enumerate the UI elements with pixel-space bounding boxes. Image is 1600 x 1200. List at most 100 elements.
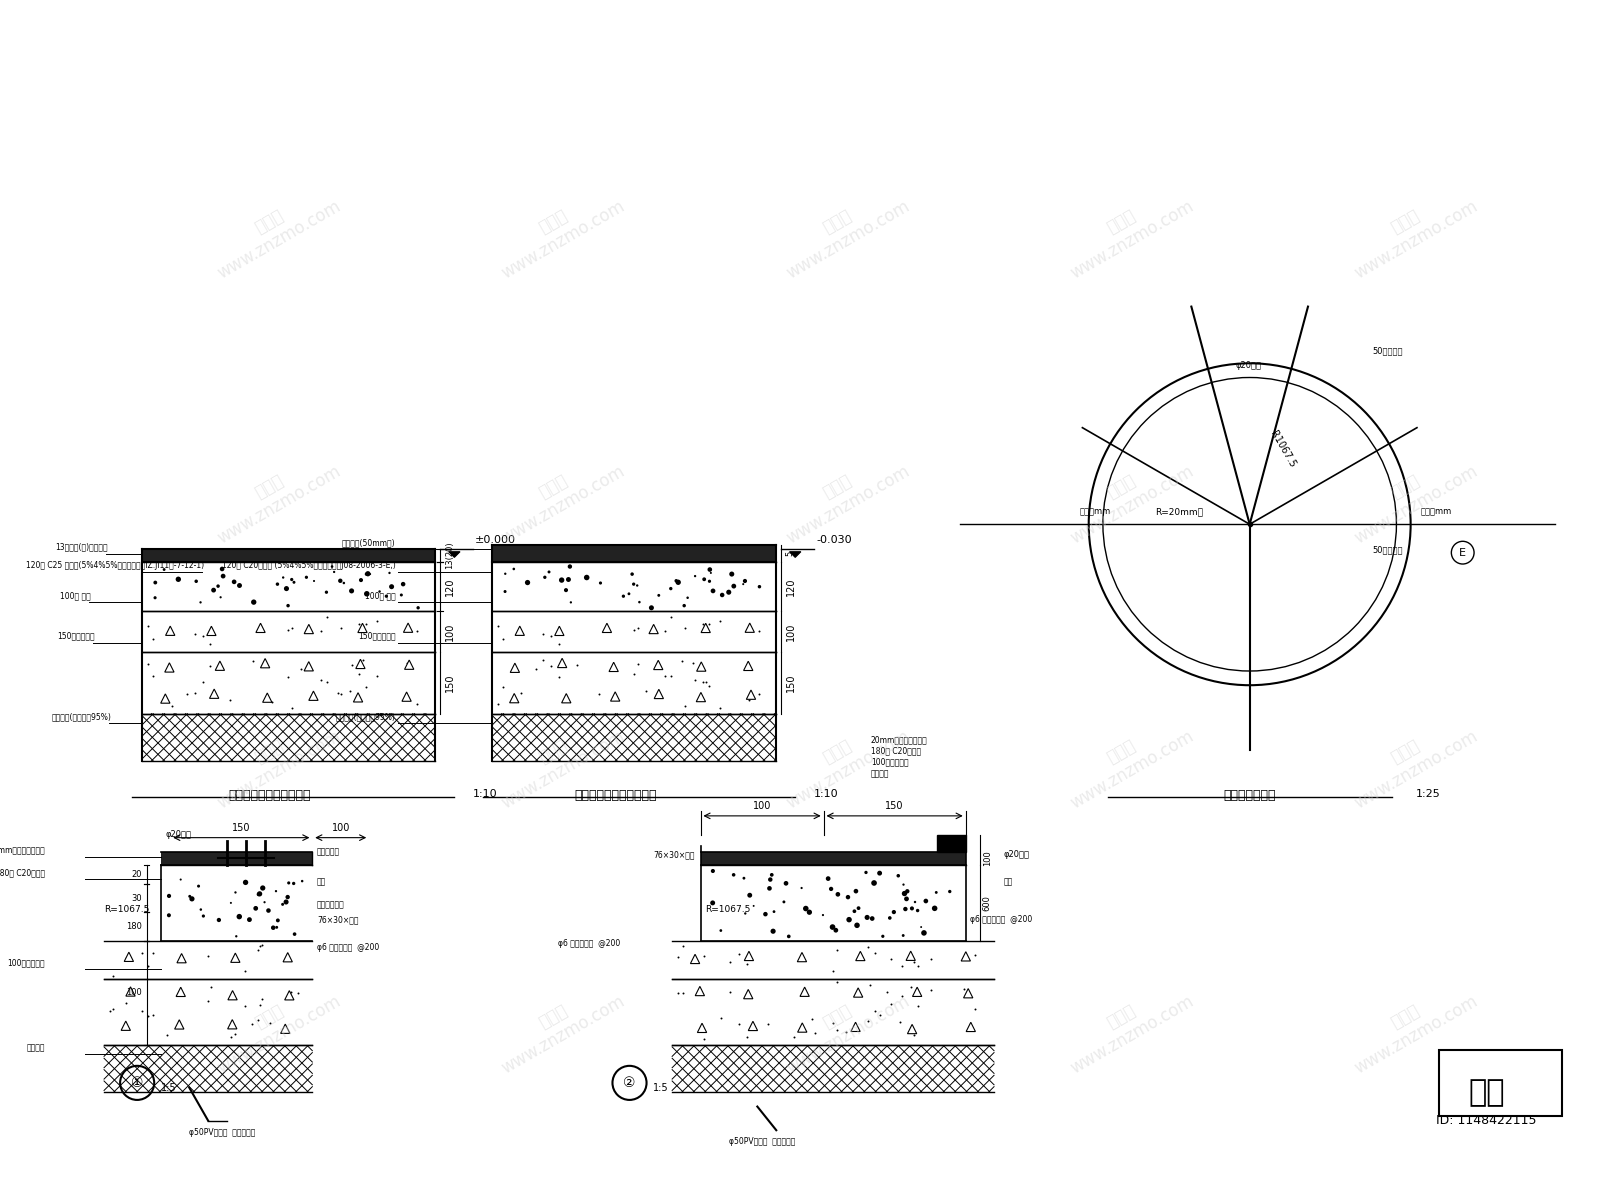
Circle shape [285, 895, 290, 899]
Point [141, 1006, 166, 1025]
Text: 素土夯实: 素土夯实 [870, 769, 890, 778]
Point [246, 995, 272, 1014]
Polygon shape [256, 623, 266, 632]
Point [621, 665, 646, 684]
Circle shape [864, 914, 870, 920]
Point [280, 618, 306, 637]
Text: 知末网
www.znzmo.com: 知末网 www.znzmo.com [205, 444, 344, 547]
Text: 76×30×钢槽: 76×30×钢槽 [653, 851, 694, 859]
Circle shape [349, 588, 354, 594]
Polygon shape [230, 953, 240, 962]
Point [734, 954, 760, 973]
Point [875, 983, 901, 1002]
Point [240, 652, 266, 671]
Point [218, 1027, 243, 1046]
Text: 知末网
www.znzmo.com: 知末网 www.znzmo.com [1341, 444, 1480, 547]
Circle shape [742, 877, 746, 880]
Point [918, 980, 944, 1000]
Polygon shape [746, 690, 755, 700]
Circle shape [283, 586, 290, 592]
Point [278, 983, 304, 1002]
Text: 知末网
www.znzmo.com: 知末网 www.znzmo.com [205, 709, 344, 812]
Point [114, 949, 139, 968]
Circle shape [923, 899, 928, 904]
Text: R1067.5: R1067.5 [1269, 430, 1298, 469]
Circle shape [275, 890, 277, 893]
Point [898, 949, 923, 968]
Circle shape [504, 590, 507, 593]
Circle shape [782, 900, 786, 904]
Circle shape [826, 876, 830, 881]
Bar [104, 979, 312, 1045]
Circle shape [200, 908, 202, 911]
Polygon shape [691, 954, 699, 964]
Text: 知末网
www.znzmo.com: 知末网 www.znzmo.com [488, 444, 629, 547]
Text: 150: 150 [232, 823, 251, 833]
Text: 知末网
www.znzmo.com: 知末网 www.znzmo.com [773, 709, 912, 812]
Point [158, 696, 184, 715]
Point [672, 696, 698, 715]
Circle shape [293, 581, 296, 583]
Point [878, 949, 904, 968]
Point [134, 617, 160, 636]
Point [531, 650, 557, 670]
Text: 知末网
www.znzmo.com: 知末网 www.znzmo.com [773, 974, 912, 1078]
Text: 100厚 卵石: 100厚 卵石 [365, 590, 395, 600]
Point [680, 653, 706, 672]
Text: 30: 30 [131, 894, 142, 902]
Text: 180厚 C20混凝土: 180厚 C20混凝土 [870, 746, 922, 755]
Circle shape [669, 587, 672, 590]
Point [709, 1009, 734, 1028]
Text: 50宽止动板: 50宽止动板 [1373, 347, 1403, 356]
Point [696, 614, 722, 634]
Text: φ6 钢筋混凝片  @200: φ6 钢筋混凝片 @200 [558, 938, 621, 948]
Polygon shape [304, 624, 314, 634]
Polygon shape [912, 988, 922, 996]
Point [962, 946, 987, 965]
Circle shape [256, 893, 261, 896]
Text: 180: 180 [126, 922, 142, 931]
Circle shape [637, 584, 638, 587]
Circle shape [176, 576, 181, 582]
Point [902, 952, 928, 971]
Circle shape [872, 880, 877, 886]
Circle shape [378, 590, 381, 593]
Text: 180厚 C20混凝土: 180厚 C20混凝土 [0, 869, 45, 877]
Point [338, 682, 363, 701]
Text: φ20钢柱: φ20钢柱 [165, 829, 192, 839]
Point [365, 612, 390, 631]
Polygon shape [510, 664, 520, 672]
Circle shape [197, 884, 200, 888]
Circle shape [163, 568, 165, 571]
Point [906, 956, 931, 976]
Point [634, 682, 659, 701]
Point [222, 949, 248, 968]
Circle shape [261, 886, 266, 890]
Bar [142, 548, 435, 562]
Bar [493, 562, 776, 611]
Circle shape [675, 580, 678, 582]
Circle shape [275, 582, 278, 586]
Point [328, 618, 354, 637]
Point [240, 1014, 266, 1033]
Text: ±0.000: ±0.000 [475, 535, 517, 545]
Bar [493, 611, 776, 652]
Circle shape [154, 581, 157, 584]
Circle shape [568, 564, 573, 569]
Point [101, 966, 126, 985]
Circle shape [834, 928, 838, 932]
Circle shape [720, 929, 722, 932]
Text: 13(20): 13(20) [445, 541, 454, 569]
Circle shape [253, 906, 258, 911]
Text: 100厚 卵石: 100厚 卵石 [61, 590, 91, 600]
Circle shape [286, 604, 290, 607]
Point [781, 1027, 806, 1046]
Text: 100: 100 [786, 623, 795, 641]
Point [307, 671, 333, 690]
Point [130, 943, 155, 962]
Polygon shape [650, 624, 658, 634]
Text: 知末网
www.znzmo.com: 知末网 www.znzmo.com [773, 179, 912, 282]
Point [154, 1026, 179, 1045]
Point [834, 1022, 859, 1042]
Bar [104, 941, 312, 979]
